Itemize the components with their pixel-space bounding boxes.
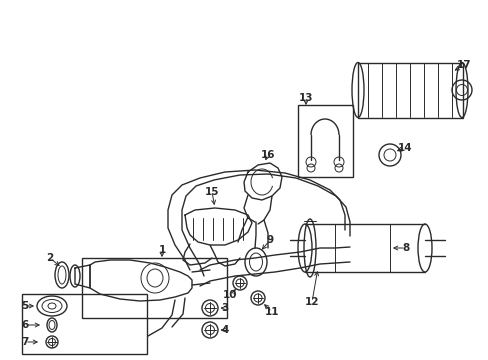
Bar: [297, 105, 352, 177]
Text: 5: 5: [21, 301, 29, 311]
Text: 14: 14: [397, 143, 411, 153]
Text: 8: 8: [402, 243, 409, 253]
Text: 11: 11: [264, 307, 279, 317]
Text: 1: 1: [158, 245, 165, 255]
Bar: [22, 294, 147, 354]
Text: 15: 15: [204, 187, 219, 197]
Text: 17: 17: [456, 60, 470, 70]
Text: 10: 10: [223, 290, 237, 300]
Text: 4: 4: [221, 325, 228, 335]
Text: 7: 7: [21, 337, 29, 347]
Text: 9: 9: [266, 235, 273, 245]
Text: 2: 2: [46, 253, 54, 263]
Text: 6: 6: [21, 320, 29, 330]
Text: 12: 12: [304, 297, 319, 307]
Bar: [357, 63, 462, 118]
Text: 13: 13: [298, 93, 313, 103]
Bar: [82, 258, 226, 318]
Text: 16: 16: [260, 150, 275, 160]
Text: 3: 3: [221, 303, 228, 313]
